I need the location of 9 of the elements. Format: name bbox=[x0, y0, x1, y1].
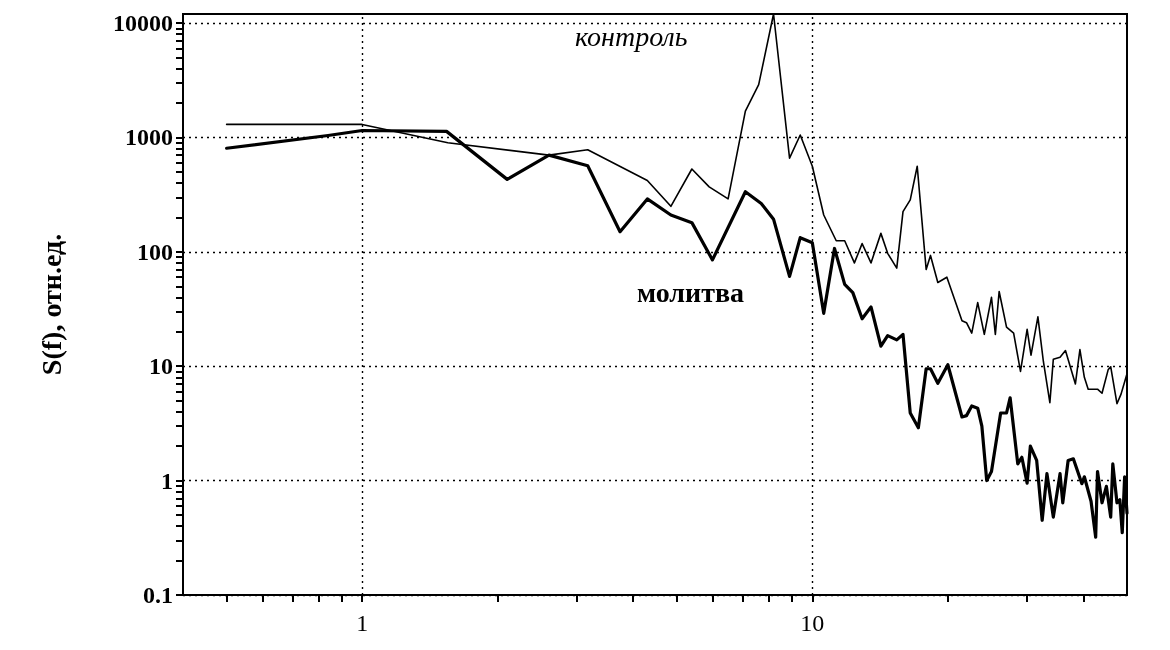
y-tick-label: 0.1 bbox=[143, 582, 173, 608]
y-tick-label: 10 bbox=[149, 353, 173, 380]
y-axis-title: S(f), отн.ед. bbox=[35, 233, 67, 376]
y-tick-label: 1 bbox=[161, 467, 173, 494]
y-tick-label: 100 bbox=[137, 238, 173, 265]
series-label: молитва bbox=[637, 276, 745, 308]
text: контроль bbox=[575, 20, 688, 52]
y-tick-label: 10000 bbox=[113, 10, 173, 37]
y-tick-label: 1000 bbox=[125, 124, 173, 151]
